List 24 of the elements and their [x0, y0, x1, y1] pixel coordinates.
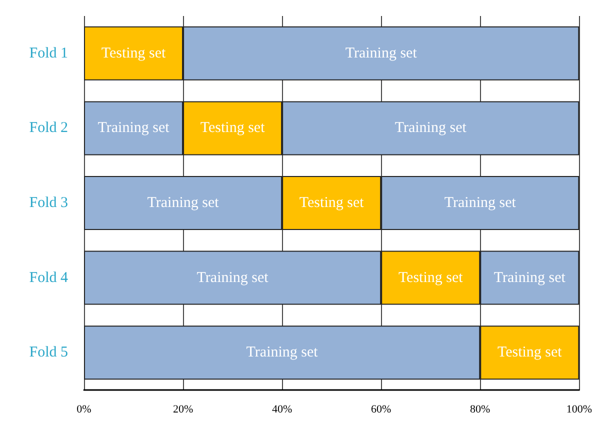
- text: Testing set: [497, 344, 562, 361]
- series-label: Training set: [494, 270, 566, 286]
- text: Training set: [394, 120, 466, 136]
- x-tick-label: 100%: [566, 404, 592, 416]
- y-tick-label: Fold 4: [29, 270, 68, 286]
- text: Training set: [246, 344, 318, 361]
- text: Training set: [444, 195, 516, 211]
- text: Training set: [196, 270, 268, 286]
- y-tick-label: Fold 3: [29, 195, 68, 211]
- text: Training set: [147, 195, 219, 211]
- series-label: Training set: [98, 120, 170, 136]
- y-tick-label: Fold 5: [29, 344, 68, 361]
- text: Testing set: [101, 45, 166, 62]
- y-tick-label: Fold 2: [29, 120, 68, 136]
- x-tick-label: 0%: [76, 404, 92, 416]
- x-tick-label: 40%: [272, 404, 292, 416]
- x-tick-label: 80%: [470, 404, 490, 416]
- x-tick-label: 60%: [371, 404, 392, 416]
- text: Training set: [345, 45, 417, 62]
- y-tick-label: Fold 1: [29, 45, 68, 62]
- text: Testing set: [299, 195, 364, 211]
- x-tick-label: 20%: [172, 404, 194, 416]
- series-label: Testing set: [200, 120, 266, 136]
- text: Testing set: [398, 270, 463, 286]
